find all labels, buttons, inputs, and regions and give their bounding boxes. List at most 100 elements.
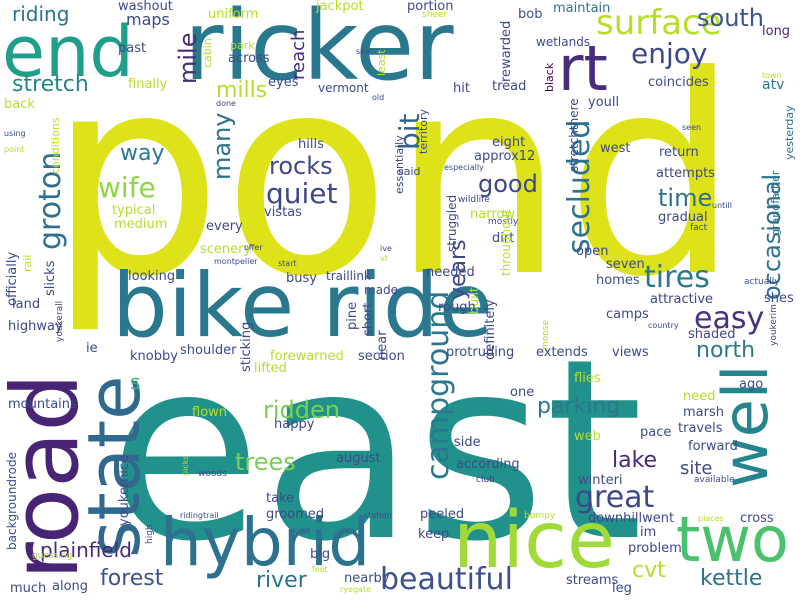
word: north <box>696 338 756 363</box>
word: see <box>356 47 371 56</box>
word: using <box>4 129 26 138</box>
word: end <box>2 11 134 93</box>
word: side <box>454 435 481 450</box>
word: bike ride <box>112 254 493 357</box>
word: start <box>278 259 297 268</box>
word: take <box>266 491 295 506</box>
word: made <box>364 283 399 297</box>
word: old <box>372 93 385 102</box>
word: offer <box>244 243 263 252</box>
word: site <box>680 458 713 479</box>
word: jackpot <box>316 0 364 14</box>
word: rt <box>558 32 608 105</box>
word: past <box>118 41 147 56</box>
word: forewarned <box>270 349 344 364</box>
word: problem <box>628 541 682 556</box>
word: finally <box>128 77 168 92</box>
word: struggled <box>445 194 459 252</box>
word: one <box>510 385 535 400</box>
word: territory <box>417 108 430 154</box>
word: approx12 <box>474 149 536 164</box>
word: black <box>543 62 556 92</box>
word: shes <box>764 291 794 306</box>
word: vistas <box>264 205 302 220</box>
word: youkerim <box>769 304 779 346</box>
word: river <box>256 568 307 593</box>
word: maps <box>126 10 170 29</box>
word: flies <box>574 371 601 386</box>
word: web <box>574 429 601 444</box>
word: available <box>694 475 735 485</box>
word: places <box>698 514 724 523</box>
word: need <box>683 389 716 404</box>
word: ago <box>739 377 764 392</box>
word: reach <box>288 29 309 80</box>
word: needed <box>426 265 475 280</box>
word: rewarded <box>499 20 514 82</box>
word: vermont <box>318 81 369 95</box>
word: attempts <box>656 166 715 181</box>
word: shaded <box>688 327 736 342</box>
word: parking <box>537 394 621 419</box>
word: ridden <box>263 396 340 424</box>
word: seen <box>682 123 702 132</box>
word: cvt <box>632 558 666 583</box>
word: traillink <box>326 269 371 283</box>
word: august <box>336 451 381 466</box>
word: country <box>648 321 679 330</box>
word: flown <box>192 405 228 420</box>
word: tires <box>644 260 710 295</box>
word: atv <box>762 77 785 93</box>
word: gradual <box>658 210 708 225</box>
word: looking <box>128 269 176 284</box>
word: coincides <box>648 75 709 90</box>
word: high <box>145 524 155 544</box>
word: leg <box>612 581 632 596</box>
word: open <box>576 244 609 259</box>
word: land <box>12 297 41 312</box>
word: guessing <box>32 551 73 561</box>
word: uniform <box>208 7 259 22</box>
word: picks <box>181 455 190 477</box>
word: youkernice <box>117 454 132 526</box>
word: said <box>398 165 421 178</box>
word: cross <box>740 511 774 526</box>
word: riding <box>12 2 70 26</box>
word: mills <box>216 78 268 103</box>
word: maintain <box>553 1 611 16</box>
word: bumpy <box>524 511 556 521</box>
word: campground <box>421 290 456 480</box>
word: beautiful <box>380 562 513 597</box>
word: throughout <box>499 209 513 276</box>
word: two <box>676 503 789 576</box>
word: pine <box>345 301 360 330</box>
word: happy <box>274 417 315 432</box>
word: ryegate <box>340 585 371 594</box>
word: nice <box>453 496 615 586</box>
word: pond <box>48 17 740 337</box>
word: quiet <box>266 177 338 210</box>
word: protruding <box>446 345 515 360</box>
word: much <box>10 581 47 596</box>
word: great <box>575 480 655 515</box>
word: vt <box>380 254 388 263</box>
word: short <box>361 302 376 336</box>
word: eight <box>492 135 526 150</box>
word: extends <box>536 345 588 360</box>
word: ricker <box>184 0 454 102</box>
word: actually <box>744 277 780 287</box>
word: along <box>52 579 89 594</box>
word: backgroundrode <box>5 452 19 550</box>
word: peeled <box>420 507 465 522</box>
word: seven <box>606 257 645 272</box>
word: attractive <box>650 292 714 307</box>
word: typical <box>112 203 156 218</box>
word: every <box>206 219 243 234</box>
word: washout <box>118 0 173 14</box>
word: kettle <box>700 566 763 591</box>
word: section <box>358 349 405 364</box>
word: feet <box>312 565 328 574</box>
word: wildlife <box>458 195 490 205</box>
word: station <box>364 511 392 520</box>
